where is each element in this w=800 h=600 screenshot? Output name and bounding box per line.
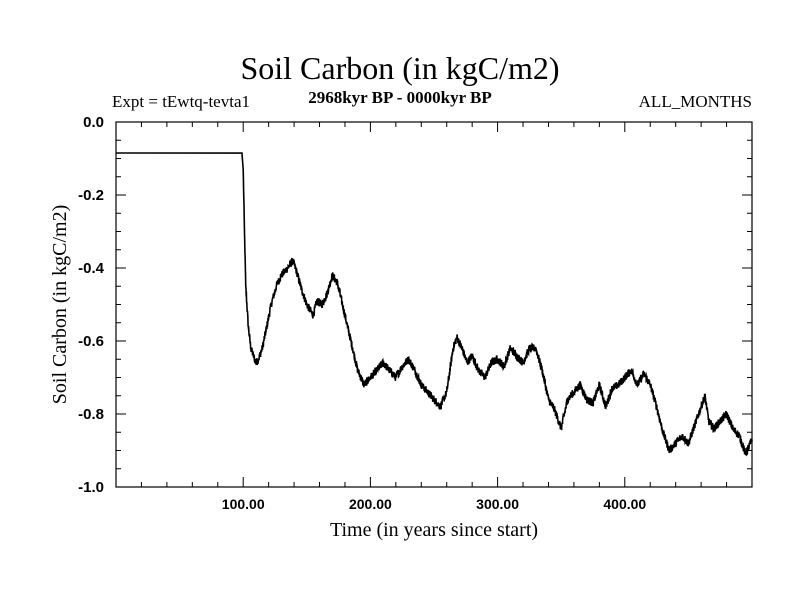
experiment-label: Expt = tEwtq-tevta1 [112,92,251,111]
x-axis-label: Time (in years since start) [330,519,538,541]
time-range-label: 2968kyr BP - 0000kyr BP [308,88,492,107]
y-tick-label: -0.2 [78,187,104,204]
x-tick-label: 300.00 [476,496,519,512]
x-tick-label: 400.00 [603,496,646,512]
plot-frame [115,121,753,488]
chart-title: Soil Carbon (in kgC/m2) [240,50,560,86]
axis-tick-labels: 100.00 200.00 300.00 400.00 0.0 -0.2 -0.4 -0.6 -… [78,114,646,512]
x-tick-label: 100.00 [222,496,265,512]
series-line-soil-carbon [115,152,753,457]
y-tick-label: -0.6 [78,333,104,350]
y-axis-label: Soil Carbon (in kgC/m2) [49,205,71,404]
y-tick-label: -0.8 [78,406,104,423]
y-tick-label: -0.4 [78,260,105,277]
axis-ticks [116,122,752,487]
x-tick-label: 200.00 [349,496,392,512]
y-tick-label: 0.0 [83,114,104,131]
y-tick-label: -1.0 [78,479,104,496]
months-label: ALL_MONTHS [638,92,752,111]
